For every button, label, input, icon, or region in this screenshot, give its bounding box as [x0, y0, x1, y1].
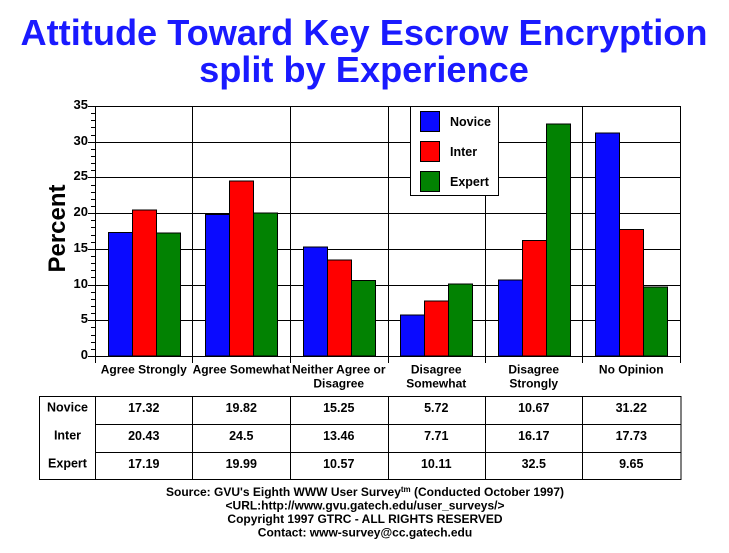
svg-text:19.99: 19.99 — [226, 457, 257, 471]
svg-text:15.25: 15.25 — [323, 401, 354, 415]
svg-text:Disagree: Disagree — [411, 363, 462, 377]
svg-text:split by Experience: split by Experience — [199, 49, 529, 90]
svg-text:Inter: Inter — [450, 145, 477, 159]
svg-text:10.11: 10.11 — [421, 457, 452, 471]
svg-text:5: 5 — [81, 311, 88, 326]
svg-text:25: 25 — [74, 168, 88, 183]
svg-text:15: 15 — [74, 240, 88, 255]
svg-text:Somewhat: Somewhat — [406, 377, 466, 391]
svg-text:Percent: Percent — [44, 184, 71, 272]
svg-text:17.32: 17.32 — [128, 401, 159, 415]
svg-text:10.67: 10.67 — [518, 401, 549, 415]
svg-text:Contact: www-survey@cc.gatech.: Contact: www-survey@cc.gatech.edu — [258, 526, 472, 540]
svg-text:32.5: 32.5 — [522, 457, 546, 471]
svg-text:No Opinion: No Opinion — [599, 363, 664, 377]
svg-text:9.65: 9.65 — [619, 457, 643, 471]
svg-text:13.46: 13.46 — [323, 429, 354, 443]
svg-text:24.5: 24.5 — [229, 429, 253, 443]
svg-text:17.73: 17.73 — [616, 429, 647, 443]
svg-text:Agree Strongly: Agree Strongly — [101, 363, 187, 377]
svg-text:Source: GVU's Eighth WWW User: Source: GVU's Eighth WWW User Surveytm (… — [166, 485, 564, 499]
svg-text:Novice: Novice — [47, 401, 88, 415]
svg-text:31.22: 31.22 — [616, 401, 647, 415]
svg-text:5.72: 5.72 — [424, 401, 448, 415]
svg-text:17.19: 17.19 — [128, 457, 159, 471]
svg-text:0: 0 — [81, 347, 88, 362]
svg-text:35: 35 — [74, 97, 88, 112]
svg-text:<URL:http://www.gvu.gatech.edu: <URL:http://www.gvu.gatech.edu/user_surv… — [226, 499, 505, 513]
svg-text:Disagree: Disagree — [508, 363, 559, 377]
svg-text:Strongly: Strongly — [509, 377, 558, 391]
svg-text:Attitude Toward Key Escrow Enc: Attitude Toward Key Escrow Encryption — [21, 12, 708, 53]
svg-text:10: 10 — [74, 276, 88, 291]
svg-text:Novice: Novice — [450, 115, 491, 129]
svg-text:Agree Somewhat: Agree Somewhat — [193, 363, 290, 377]
svg-text:Neither Agree or: Neither Agree or — [292, 363, 386, 377]
svg-text:Expert: Expert — [450, 175, 490, 189]
svg-text:20: 20 — [74, 204, 88, 219]
svg-text:Inter: Inter — [54, 429, 81, 443]
svg-text:Expert: Expert — [48, 457, 88, 471]
svg-text:Copyright 1997 GTRC - ALL RIGH: Copyright 1997 GTRC - ALL RIGHTS RESERVE… — [227, 512, 502, 526]
svg-text:20.43: 20.43 — [128, 429, 159, 443]
svg-text:30: 30 — [74, 133, 88, 148]
svg-text:7.71: 7.71 — [424, 429, 448, 443]
svg-text:10.57: 10.57 — [323, 457, 354, 471]
svg-text:Disagree: Disagree — [313, 377, 364, 391]
svg-text:19.82: 19.82 — [226, 401, 257, 415]
svg-text:16.17: 16.17 — [518, 429, 549, 443]
